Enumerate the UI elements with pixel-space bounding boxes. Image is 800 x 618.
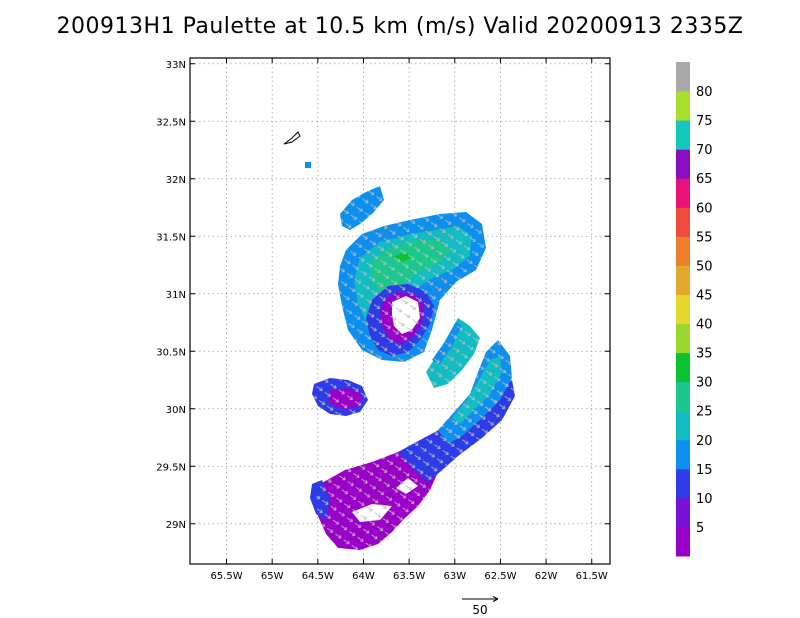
lat-tick-label: 30.5N — [156, 347, 186, 358]
plot-frame — [189, 57, 611, 565]
colorbar-label: 35 — [696, 347, 713, 362]
colorbar-segment — [676, 149, 690, 179]
colorbar-label: 45 — [696, 288, 713, 303]
colorbar-segment — [676, 62, 690, 92]
wind-vectors — [312, 186, 515, 550]
colorbar-segment — [676, 178, 690, 208]
colorbar-segment — [676, 352, 690, 383]
wind-speed-field — [283, 131, 515, 550]
lon-tick-label: 64.5W — [302, 571, 334, 582]
lon-tick-label: 62W — [535, 571, 558, 582]
colorbar-segment — [676, 497, 690, 528]
lon-tick-label: 65W — [261, 571, 284, 582]
reference-vector: 50 — [462, 596, 499, 617]
colorbar-label: 55 — [696, 230, 713, 245]
colorbar-label: 5 — [696, 521, 704, 536]
colorbar-segment — [676, 294, 690, 325]
lat-tick-label: 31.5N — [156, 232, 186, 243]
colorbar-label: 15 — [696, 463, 713, 478]
colorbar-segment — [676, 410, 690, 441]
colorbar-label: 25 — [696, 405, 713, 420]
lon-tick-label: 62.5W — [484, 571, 516, 582]
colorbar-segment — [676, 526, 690, 557]
lat-tick-label: 29N — [166, 520, 186, 531]
colorbar-segment — [676, 323, 690, 354]
lat-tick-label: 30N — [166, 405, 186, 416]
colorbar-label: 40 — [696, 318, 713, 333]
colorbar: 5 10 15 20 25 30 35 40 45 50 55 60 65 70 75 80 — [676, 62, 713, 557]
colorbar-segment — [676, 91, 690, 121]
lat-tick-label: 31N — [166, 290, 186, 301]
colorbar-label: 10 — [696, 492, 713, 507]
axis-ticks: 65.5W 65W 64.5W 64W 63.5W 63W 62.5W 62W 61.5W 29N… — [156, 58, 610, 582]
colorbar-segment — [676, 120, 690, 150]
colorbar-label: 30 — [696, 376, 713, 391]
lat-tick-label: 29.5N — [156, 462, 186, 473]
north-fragment-small — [305, 162, 311, 168]
colorbar-segment — [676, 207, 690, 237]
lon-tick-label: 63W — [443, 571, 466, 582]
lat-tick-label: 32.5N — [156, 117, 186, 128]
colorbar-label: 20 — [696, 434, 713, 449]
colorbar-segment — [676, 468, 690, 499]
lat-tick-label: 33N — [166, 60, 186, 71]
colorbar-segment — [676, 381, 690, 412]
colorbar-segment — [676, 439, 690, 470]
lon-tick-label: 65.5W — [210, 571, 242, 582]
lon-tick-label: 63.5W — [393, 571, 425, 582]
colorbar-label: 50 — [696, 259, 713, 274]
colorbar-label: 70 — [696, 143, 713, 158]
colorbar-segment — [676, 236, 690, 266]
colorbar-label: 80 — [696, 85, 713, 100]
colorbar-label: 75 — [696, 114, 713, 129]
colorbar-segment — [676, 265, 690, 295]
lat-tick-label: 32N — [166, 175, 186, 186]
lon-tick-label: 61.5W — [576, 571, 608, 582]
colorbar-label: 65 — [696, 172, 713, 187]
reference-vector-label: 50 — [472, 603, 487, 617]
colorbar-label: 60 — [696, 201, 713, 216]
figure-title: 200913H1 Paulette at 10.5 km (m/s) Valid… — [56, 14, 744, 39]
lon-tick-label: 64W — [352, 571, 375, 582]
island-outline — [283, 131, 301, 145]
